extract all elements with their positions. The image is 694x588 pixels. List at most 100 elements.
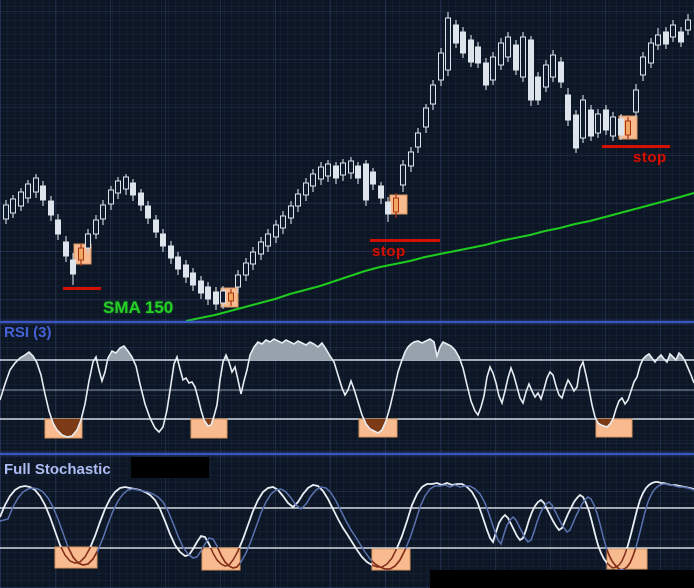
stop-line [602,145,670,148]
candle [528,39,534,101]
candle [33,177,39,193]
panel-divider-price-rsi [0,321,694,323]
candle [3,204,9,220]
candle [145,205,151,219]
candle [258,241,264,255]
candle [670,24,676,38]
candle [475,46,481,64]
candle [183,264,189,278]
candle [100,204,106,220]
candle [513,44,519,71]
candle [543,64,549,88]
candle [445,17,451,71]
signal-candle [393,197,399,213]
candle [123,176,129,190]
candle [535,76,541,101]
candle [370,171,376,185]
candle [220,290,226,304]
candle [573,114,579,149]
candle [325,163,331,177]
sma-label: SMA 150 [103,298,174,317]
candle [558,61,564,83]
candle [385,201,391,215]
candle [153,219,159,233]
candle [678,31,684,43]
candle [610,116,616,137]
rsi-panel [0,338,694,439]
candle [655,34,661,46]
candle [438,52,444,81]
candle [85,233,91,249]
candle [138,192,144,206]
stoch-line-slow [0,481,694,569]
signal-candle [228,292,234,302]
candle [168,245,174,259]
sma-line [185,192,694,322]
stoch-line-fast-oversold [55,547,647,570]
candle [483,62,489,86]
candle [93,219,99,235]
rsi-oversold-fill [45,419,632,437]
candle [10,198,16,214]
candle [213,291,219,305]
candle [363,163,369,201]
candle [273,224,279,238]
candle [63,241,69,257]
rsi-overbought-fill [0,339,694,360]
candle [588,109,594,137]
redacted-region [131,457,209,478]
candle [265,233,271,247]
stoch-line-slow-oversold [55,547,647,569]
candle [130,182,136,196]
candle [108,189,114,205]
candle [250,251,256,265]
signal-candle [78,247,84,261]
candle [40,185,46,201]
candle [490,56,496,81]
signal-candle [625,120,631,136]
candle [340,162,346,176]
candle [18,191,24,207]
candle [468,39,474,63]
candle [580,99,586,139]
candle [190,272,196,286]
candle [520,36,526,78]
candle [70,259,76,275]
candle [55,219,61,235]
stop-line [370,239,440,242]
panel-divider-rsi-stochastic [0,453,694,455]
stoch-oversold-box [54,546,98,569]
candle [333,165,339,179]
candle [198,280,204,294]
candle [663,31,669,45]
candle [25,183,31,199]
stochastic-label: Full Stochastic [4,461,111,478]
stop-line [63,287,101,290]
candle [640,56,646,76]
candle [355,165,361,179]
candle [453,24,459,44]
candle [603,109,609,131]
candle [408,151,414,167]
candle [48,200,54,216]
stoch-line-fast [0,483,694,571]
candle [115,180,121,194]
candle [505,36,511,58]
price-panel [3,12,694,322]
stop-label: stop [633,149,667,166]
candle [160,233,166,247]
candle [423,107,429,128]
candle [378,185,384,199]
rsi-label: RSI (3) [4,324,52,341]
candle [243,262,249,276]
candle [303,182,309,196]
candle [633,89,639,113]
candle [685,19,691,31]
candle [318,166,324,180]
candle [550,54,556,78]
candle [618,118,624,136]
rsi-line [0,338,694,438]
candle [288,205,294,219]
stop-label: stop [372,243,406,260]
